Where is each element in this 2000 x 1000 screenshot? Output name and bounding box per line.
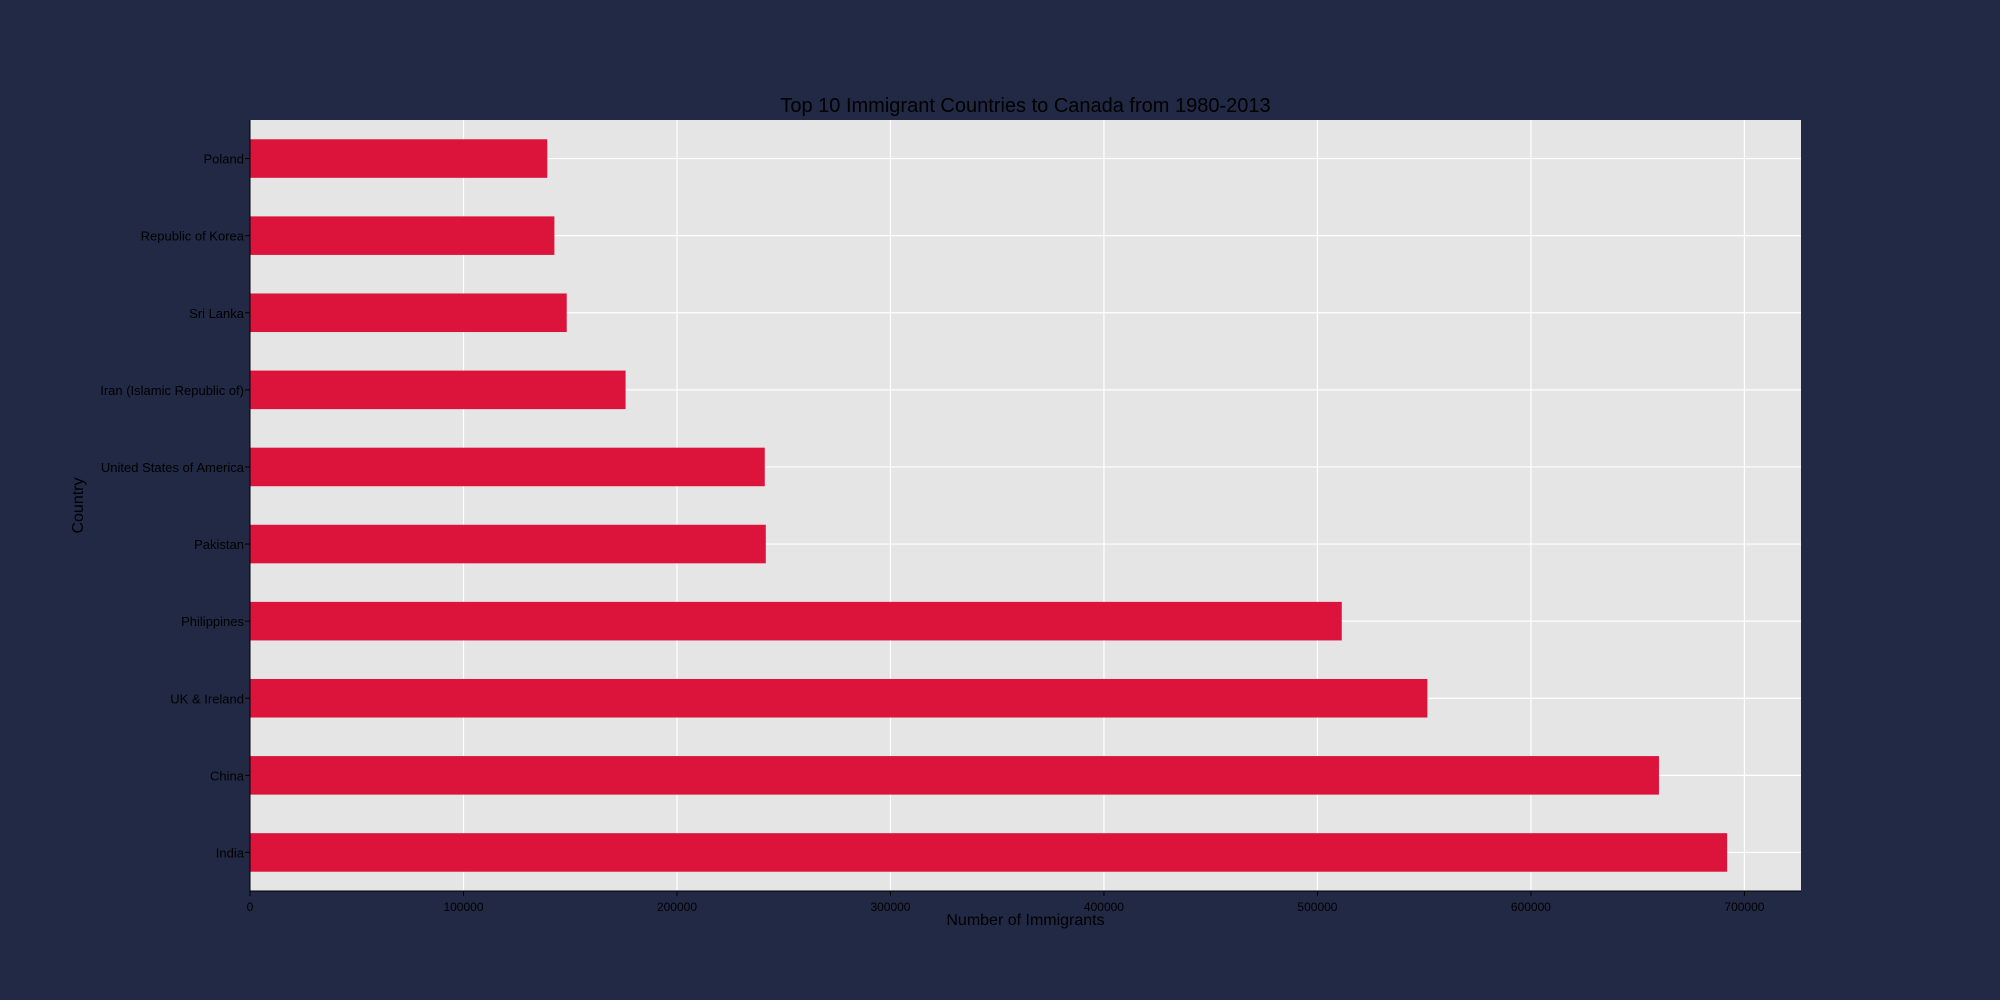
bar — [250, 293, 567, 333]
x-tick-label: 200000 — [657, 900, 697, 914]
bars — [250, 139, 1728, 872]
chart-title: Top 10 Immigrant Countries to Canada fro… — [780, 95, 1270, 117]
y-tick-label: Poland — [204, 152, 244, 167]
bar — [250, 601, 1342, 641]
bar — [250, 370, 626, 410]
bar — [250, 447, 765, 487]
x-tick-label: 400000 — [1084, 900, 1124, 914]
y-tick-label: UK & Ireland — [170, 691, 244, 706]
y-tick-label: Republic of Korea — [141, 229, 245, 244]
bar — [250, 139, 548, 178]
y-tick-label: Philippines — [181, 614, 244, 629]
x-tick-label: 500000 — [1297, 900, 1337, 914]
y-tick-label: India — [216, 845, 245, 860]
bar — [250, 833, 1728, 872]
x-tick-label: 100000 — [443, 900, 483, 914]
y-axis-label: Country — [70, 477, 87, 533]
y-tick-label: Pakistan — [194, 537, 244, 552]
y-tick-label: Iran (Islamic Republic of) — [100, 383, 244, 398]
x-axis-label: Number of Immigrants — [946, 912, 1104, 929]
bar — [250, 524, 766, 564]
x-tick-label: 0 — [247, 900, 254, 914]
x-tick-label: 700000 — [1724, 900, 1764, 914]
x-tick-label: 600000 — [1511, 900, 1551, 914]
y-tick-label: United States of America — [101, 460, 245, 475]
bar — [250, 756, 1659, 795]
y-tick-label: Sri Lanka — [189, 306, 245, 321]
x-tick-label: 300000 — [870, 900, 910, 914]
bar — [250, 678, 1428, 718]
axes: 0 100000 200000 300000 400000 500000 600000 700… — [100, 120, 1801, 914]
y-tick-label: China — [210, 768, 245, 783]
bar — [250, 216, 555, 255]
